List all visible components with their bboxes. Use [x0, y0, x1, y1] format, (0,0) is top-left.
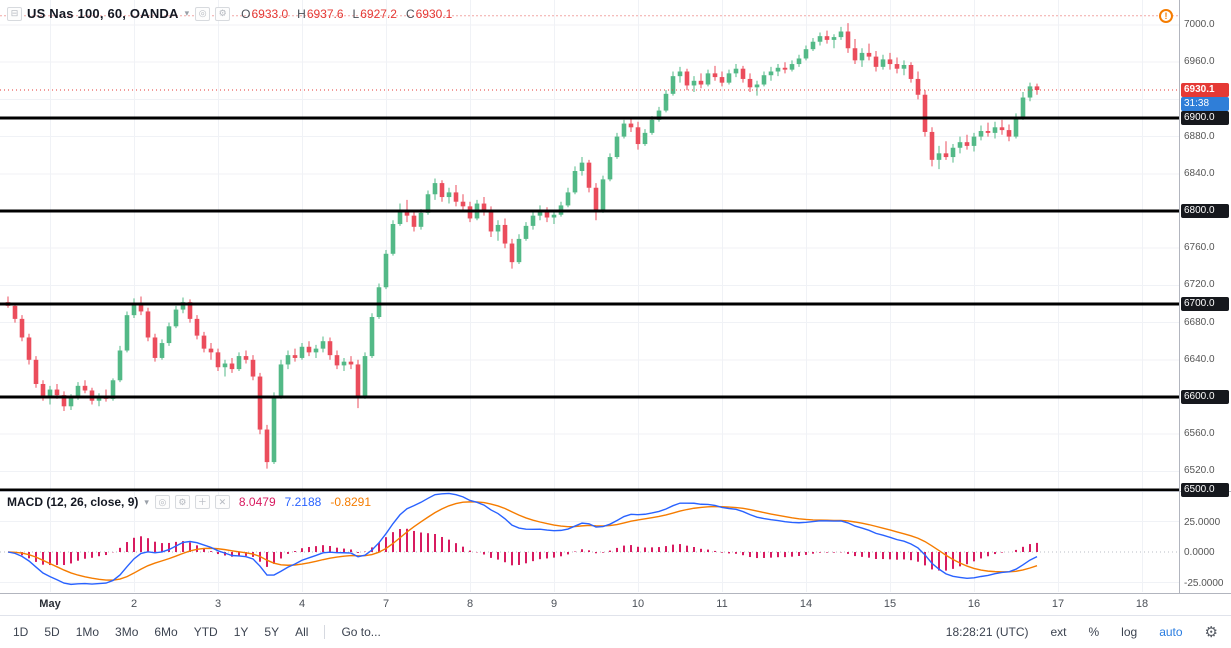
level-price-label: 6900.0 — [1181, 111, 1229, 125]
macd-axis-label: -25.0000 — [1184, 577, 1224, 589]
macd-legend: MACD (12, 26, close, 9) ▾ ◎ ⚙ ＋ ✕ 8.0479… — [7, 495, 371, 509]
time-axis-label: 2 — [130, 598, 138, 610]
time-axis-label: 11 — [716, 598, 728, 610]
price-axis-label: 7000.0 — [1184, 19, 1215, 30]
eye-icon[interactable]: ◎ — [154, 495, 170, 509]
time-axis-label: 17 — [1051, 598, 1065, 610]
time-axis-label: May — [39, 598, 61, 610]
level-price-label: 6600.0 — [1181, 390, 1229, 404]
alert-icon[interactable]: ! — [1159, 8, 1173, 23]
menu-icon[interactable]: ⊟ — [7, 6, 22, 21]
auto-scale-toggle[interactable]: auto — [1159, 625, 1183, 639]
level-price-label: 6700.0 — [1181, 297, 1229, 311]
level-price-label: 6500.0 — [1181, 483, 1229, 497]
time-axis-label: 15 — [883, 598, 897, 610]
bar-countdown-badge: 31:38 — [1181, 97, 1229, 111]
macd-chart[interactable] — [0, 491, 1179, 592]
range-5d[interactable]: 5D — [44, 625, 60, 639]
gear-icon[interactable]: ⚙ — [174, 495, 190, 509]
macd-axis-label: 25.0000 — [1184, 516, 1221, 528]
close-value: 6930.1 — [415, 6, 453, 21]
price-axis-label: 6560.0 — [1184, 428, 1215, 440]
level-price-label: 6800.0 — [1181, 204, 1229, 218]
price-axis-label: 6720.0 — [1184, 279, 1215, 291]
percent-toggle[interactable]: % — [1088, 625, 1100, 639]
price-axis-label: 6840.0 — [1184, 167, 1215, 179]
macd-title[interactable]: MACD (12, 26, close, 9) — [7, 495, 139, 509]
chevron-down-icon[interactable]: ▾ — [144, 496, 149, 507]
price-axis-label: 6520.0 — [1184, 465, 1215, 477]
gear-icon[interactable]: ⚙ — [215, 6, 231, 21]
toolbar-right: 18:28:21 (UTC) ext % log auto ⚙ — [946, 623, 1218, 641]
price-axis-label: 6760.0 — [1184, 242, 1215, 254]
range-6mo[interactable]: 6Mo — [154, 625, 178, 639]
time-axis-label: 9 — [550, 598, 558, 610]
time-axis-label: 14 — [799, 598, 813, 610]
macd-pane[interactable]: MACD (12, 26, close, 9) ▾ ◎ ⚙ ＋ ✕ 8.0479… — [0, 491, 1179, 592]
macd-line-value: 7.2188 — [284, 495, 322, 509]
chevron-down-icon[interactable]: ▾ — [184, 8, 190, 18]
open-value: 6933.0 — [251, 6, 289, 21]
candlestick-chart[interactable] — [0, 0, 1179, 491]
time-axis-label: 3 — [214, 598, 222, 610]
close-label: C — [405, 6, 415, 21]
time-axis-label: 10 — [631, 598, 645, 610]
time-axis-label: 7 — [382, 598, 390, 610]
range-5y[interactable]: 5Y — [264, 625, 280, 639]
time-axis-label: 16 — [967, 598, 981, 610]
clock[interactable]: 18:28:21 (UTC) — [945, 625, 1029, 639]
range-all[interactable]: All — [295, 625, 309, 639]
range-1d[interactable]: 1D — [13, 625, 29, 639]
range-3mo[interactable]: 3Mo — [115, 625, 139, 639]
time-axis-label: 8 — [466, 598, 474, 610]
eye-icon[interactable]: ◎ — [195, 6, 211, 21]
low-value: 6927.2 — [360, 6, 397, 21]
ext-toggle[interactable]: ext — [1050, 625, 1067, 639]
price-axis[interactable]: 7000.0 6960.0 6900.0 6880.0 6840.0 6800.0 6760… — [1179, 0, 1231, 593]
time-axis[interactable]: May 2 3 4 7 8 9 10 11 14 15 16 17 18 — [0, 593, 1231, 615]
macd-values: 8.0479 7.2188 -0.8291 — [239, 495, 371, 509]
goto-button[interactable]: Go to... — [341, 625, 381, 639]
high-label: H — [297, 6, 306, 21]
price-axis-label: 6960.0 — [1184, 56, 1215, 68]
pane-separator[interactable] — [0, 491, 1231, 492]
last-price-badge: 6930.1 — [1181, 83, 1229, 97]
macd-signal-value: -0.8291 — [330, 495, 372, 509]
price-axis-label: 6680.0 — [1184, 316, 1215, 328]
low-label: L — [352, 6, 360, 21]
bottom-toolbar: 1D 5D 1Mo 3Mo 6Mo YTD 1Y 5Y All Go to...… — [0, 615, 1231, 648]
range-1mo[interactable]: 1Mo — [75, 625, 100, 639]
time-axis-label: 4 — [298, 598, 306, 610]
close-icon[interactable]: ✕ — [214, 495, 230, 509]
macd-axis-label: 0.0000 — [1184, 547, 1215, 558]
range-1y[interactable]: 1Y — [233, 625, 249, 639]
toolbar-divider — [324, 625, 326, 639]
time-axis-label: 18 — [1135, 598, 1149, 610]
high-value: 6937.6 — [306, 6, 344, 21]
range-ytd[interactable]: YTD — [193, 625, 218, 639]
plus-icon[interactable]: ＋ — [194, 495, 210, 509]
log-toggle[interactable]: log — [1121, 625, 1138, 639]
price-axis-label: 6640.0 — [1184, 353, 1215, 365]
price-axis-label: 6880.0 — [1184, 130, 1215, 142]
settings-gear-icon[interactable]: ⚙ — [1204, 624, 1218, 641]
ohlc-values: O 6933.0 H 6937.6 L 6927.2 C 6930.1 — [241, 7, 452, 21]
macd-hist-value: 8.0479 — [238, 495, 276, 509]
open-label: O — [241, 6, 251, 21]
symbol-title[interactable]: US Nas 100, 60, OANDA — [27, 6, 179, 21]
